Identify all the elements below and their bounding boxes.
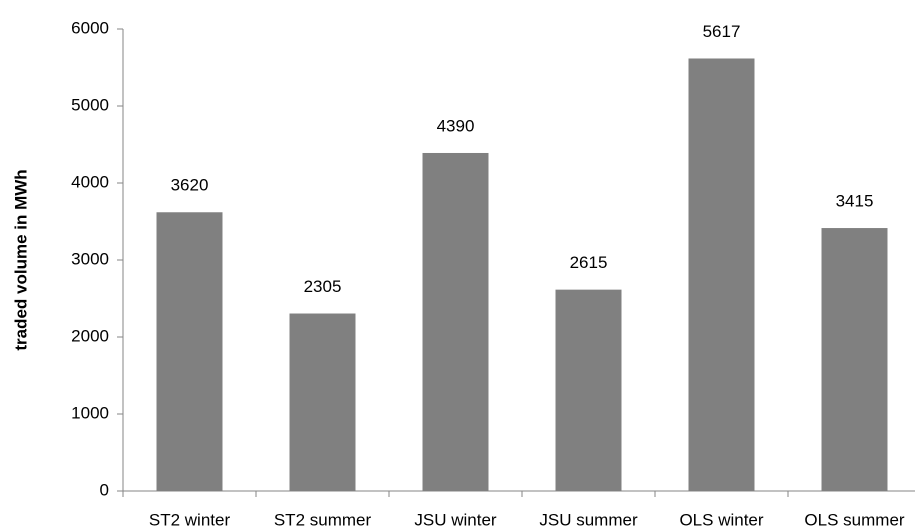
data-label: 5617 <box>703 22 741 41</box>
y-tick-label: 0 <box>100 480 109 499</box>
y-tick-label: 2000 <box>71 326 109 345</box>
bar <box>688 58 755 492</box>
y-tick-label: 3000 <box>71 249 109 268</box>
x-tick-label: OLS winter <box>679 510 763 529</box>
y-tick-label: 5000 <box>71 95 109 114</box>
y-tick-label: 6000 <box>71 18 109 37</box>
y-tick-label: 1000 <box>71 403 109 422</box>
data-label: 3415 <box>836 192 874 211</box>
data-label: 4390 <box>437 116 475 135</box>
x-tick-label: ST2 summer <box>274 510 372 529</box>
y-axis-title: traded volume in MWh <box>11 169 30 350</box>
y-tick-label: 4000 <box>71 172 109 191</box>
bar <box>821 228 888 492</box>
data-label: 3620 <box>171 176 209 195</box>
bar <box>555 289 622 491</box>
data-label: 2615 <box>570 253 608 272</box>
x-tick-label: ST2 winter <box>149 510 231 529</box>
x-tick-label: JSU summer <box>539 510 638 529</box>
x-tick-label: OLS summer <box>804 510 904 529</box>
bar <box>422 152 489 491</box>
bar <box>156 212 223 491</box>
data-label: 2305 <box>304 277 342 296</box>
bar <box>289 313 356 491</box>
x-tick-label: JSU winter <box>414 510 497 529</box>
